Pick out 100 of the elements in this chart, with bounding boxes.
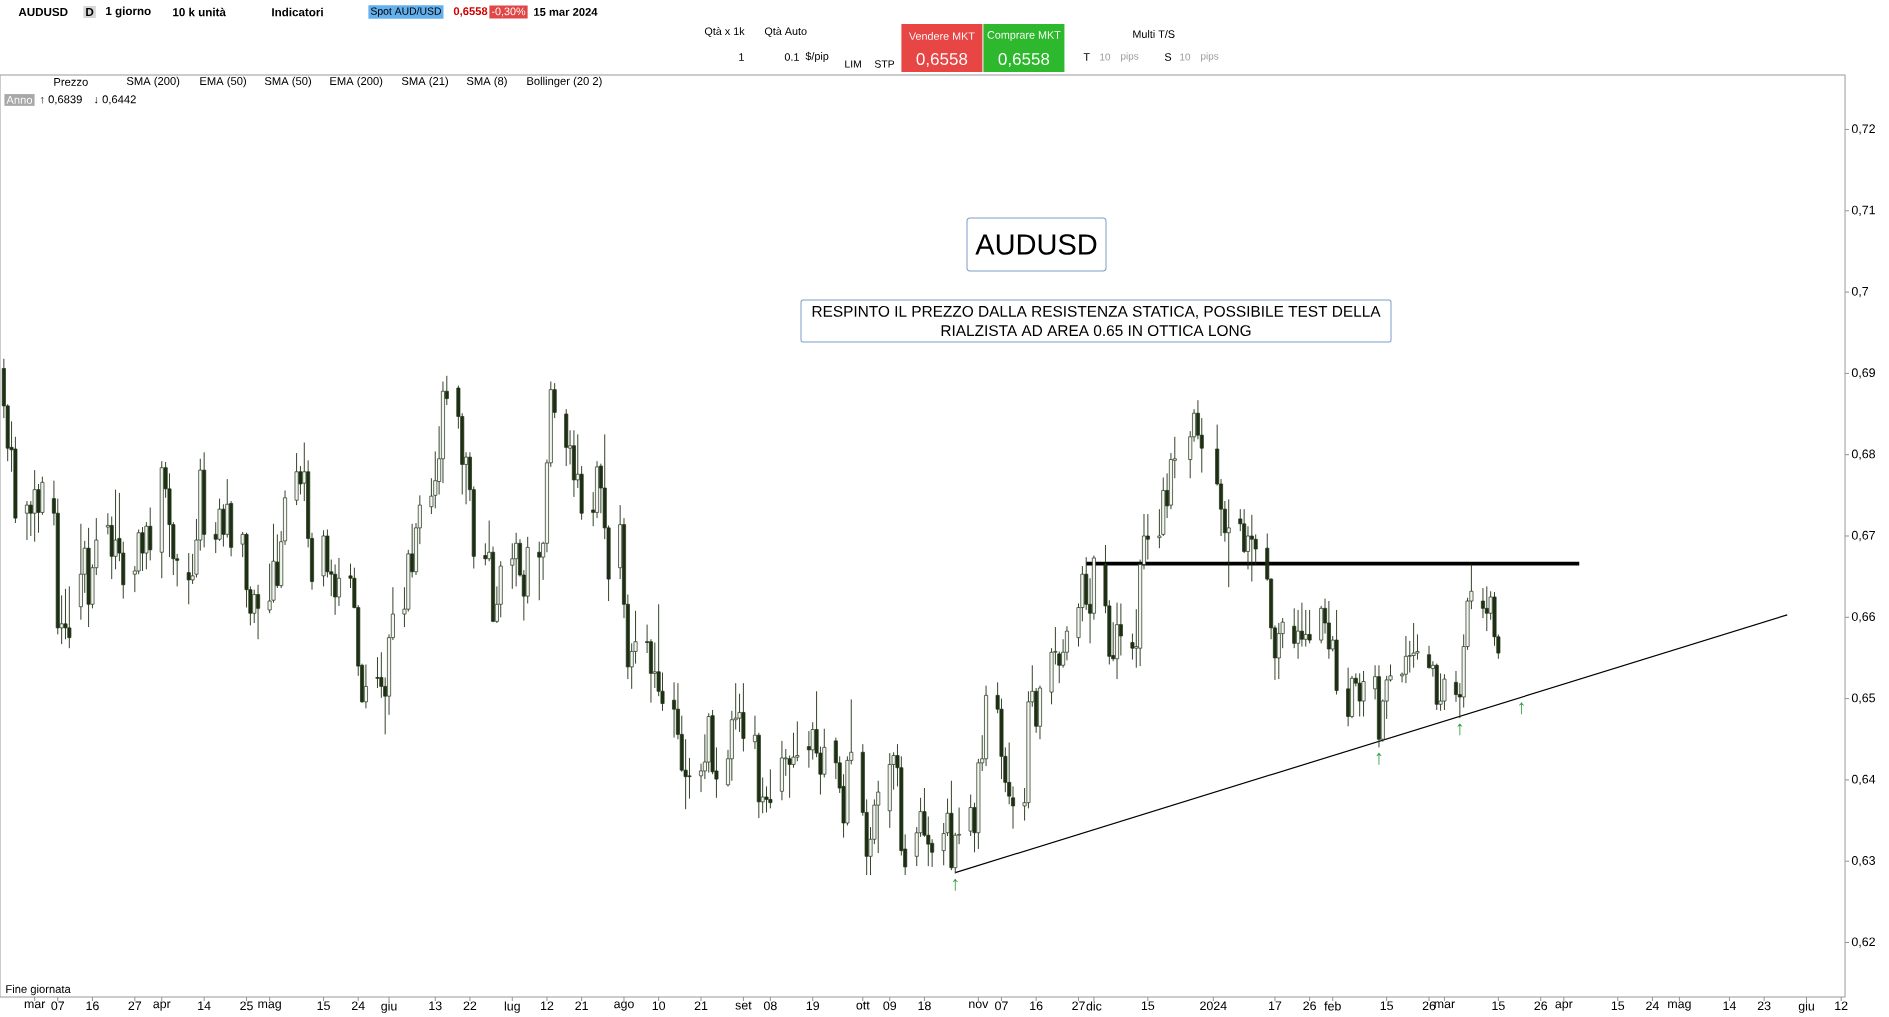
candlestick xyxy=(1361,670,1366,717)
y-tick-label: 0,69 xyxy=(1851,368,1875,379)
text: S xyxy=(1164,53,1172,61)
candlestick xyxy=(256,584,261,640)
text: 1 xyxy=(739,53,744,61)
candlestick xyxy=(483,542,488,566)
text: 0,6558 xyxy=(916,52,968,67)
y-tick-label: 0,71 xyxy=(1851,205,1875,216)
x-tick-label: 14 xyxy=(1723,1001,1736,1010)
x-tick-label: 18 xyxy=(918,1001,931,1011)
candlestick xyxy=(968,794,973,837)
x-tick-label: 10 xyxy=(652,1001,666,1011)
text: pips xyxy=(1201,52,1219,62)
text: Qtà Auto xyxy=(764,27,807,37)
x-tick-label: 15 xyxy=(1611,1001,1625,1011)
annotation: ↑ xyxy=(1519,702,1524,715)
candlestick xyxy=(1299,602,1304,648)
candlestick xyxy=(140,526,145,572)
x-tick-label: 16 xyxy=(86,1001,99,1011)
annotation: SMA (200) xyxy=(126,76,180,88)
candlestick xyxy=(32,469,37,543)
text: 1 giorno xyxy=(106,6,151,18)
x-tick-label: 24 xyxy=(351,1001,365,1011)
text: Vendere MKT xyxy=(908,32,975,40)
text: 10 k unità xyxy=(173,7,226,17)
x-tick-label: 15 xyxy=(1492,1001,1505,1011)
candlestick xyxy=(1403,635,1408,684)
x-tick-label: 22 xyxy=(463,1001,477,1011)
candlestick xyxy=(537,541,542,601)
x-tick-label: 09 xyxy=(883,1001,897,1011)
x-tick-label: 08 xyxy=(763,1001,777,1011)
candlestick xyxy=(1442,673,1447,711)
candlestick xyxy=(113,489,118,570)
x-tick-label: 26 xyxy=(1303,1001,1316,1011)
text: pips xyxy=(1121,52,1139,62)
text: -0,30% xyxy=(491,7,526,17)
x-tick-label: 15 xyxy=(1380,1001,1394,1011)
x-tick-label: 26 xyxy=(1534,1001,1548,1011)
text: RESPINTO IL PREZZO DALLA RESISTENZA STATICA, POSSIBILE TEST DELLA RIALZISTA AD AREA 0.65 IN OTTICA LONG xyxy=(812,305,1381,337)
annotation: SMA (50) xyxy=(264,76,311,88)
annotation: SMA (8) xyxy=(466,76,507,88)
x-tick-label: giu xyxy=(1798,1001,1814,1013)
x-tick-label: 12 xyxy=(1835,1001,1848,1011)
x-tick-label: 24 xyxy=(1646,1001,1659,1011)
candlestick xyxy=(67,585,72,649)
annotation: EMA (200) xyxy=(330,76,383,88)
text: $/pip xyxy=(805,51,829,63)
annotation: Bollinger (20 2) xyxy=(527,76,602,88)
x-tick-label: giu xyxy=(381,1001,397,1013)
x-tick-label: 16 xyxy=(1030,1001,1043,1011)
text: AUDUSD xyxy=(975,234,1097,255)
candlestick xyxy=(687,757,692,800)
x-tick-label: 12 xyxy=(541,1001,554,1011)
annotation: Anno xyxy=(6,96,33,104)
y-tick-label: 0,66 xyxy=(1851,612,1875,623)
text: 10 xyxy=(1180,53,1191,61)
x-tick-label: 23 xyxy=(1757,1001,1771,1011)
y-tick-label: 0,64 xyxy=(1851,774,1876,786)
candlestick xyxy=(375,656,380,689)
text: Qtà x 1k xyxy=(704,27,745,37)
candlestick xyxy=(337,557,341,607)
x-tick-label: apr xyxy=(1555,1001,1573,1011)
y-tick-label: 0,63 xyxy=(1851,856,1875,867)
text: 10 xyxy=(1100,53,1111,61)
x-tick-label: ott xyxy=(856,1001,870,1010)
text: 0,6558 xyxy=(998,52,1050,67)
y-tick-label: 0,7 xyxy=(1851,286,1869,298)
y-tick-label: 0,65 xyxy=(1851,693,1876,704)
text: LIM xyxy=(845,60,861,68)
text: Multi T/S xyxy=(1133,30,1175,38)
candlestick xyxy=(186,552,191,605)
x-tick-label: lug xyxy=(504,1001,520,1013)
x-tick-label: 27 xyxy=(128,1001,142,1011)
x-tick-label: 13 xyxy=(429,1001,442,1011)
x-tick-label: 17 xyxy=(1269,1001,1282,1010)
annotation: ↑ xyxy=(1376,752,1382,765)
candlestick xyxy=(1307,609,1312,644)
candlestick xyxy=(652,642,657,689)
x-tick-label: 21 xyxy=(694,1001,708,1011)
x-tick-label: nov xyxy=(969,1001,989,1009)
x-tick-label: apr xyxy=(153,1001,171,1011)
candlestick xyxy=(768,768,773,809)
text: T xyxy=(1083,53,1090,61)
text: D xyxy=(86,7,94,16)
x-tick-label: 14 xyxy=(198,1001,211,1010)
annotation: ↑ 0,6839 xyxy=(40,95,82,105)
x-tick-label: 26 xyxy=(1422,1001,1436,1011)
x-tick-label: feb xyxy=(1324,1001,1341,1011)
candlestick xyxy=(1226,498,1231,588)
x-tick-label: 15 xyxy=(1141,1001,1155,1011)
candlestick xyxy=(25,500,29,541)
x-tick-label: 07 xyxy=(51,1001,65,1011)
x-tick-label: 15 xyxy=(317,1001,330,1011)
text: 15 mar 2024 xyxy=(534,8,598,16)
text: Indicatori xyxy=(272,7,323,17)
y-tick-label: 0,68 xyxy=(1851,449,1876,460)
x-tick-label: mar xyxy=(1434,1001,1455,1009)
candlestick xyxy=(1145,513,1150,561)
annotation: Prezzo xyxy=(54,78,88,86)
annotation: ↑ xyxy=(1457,723,1463,736)
